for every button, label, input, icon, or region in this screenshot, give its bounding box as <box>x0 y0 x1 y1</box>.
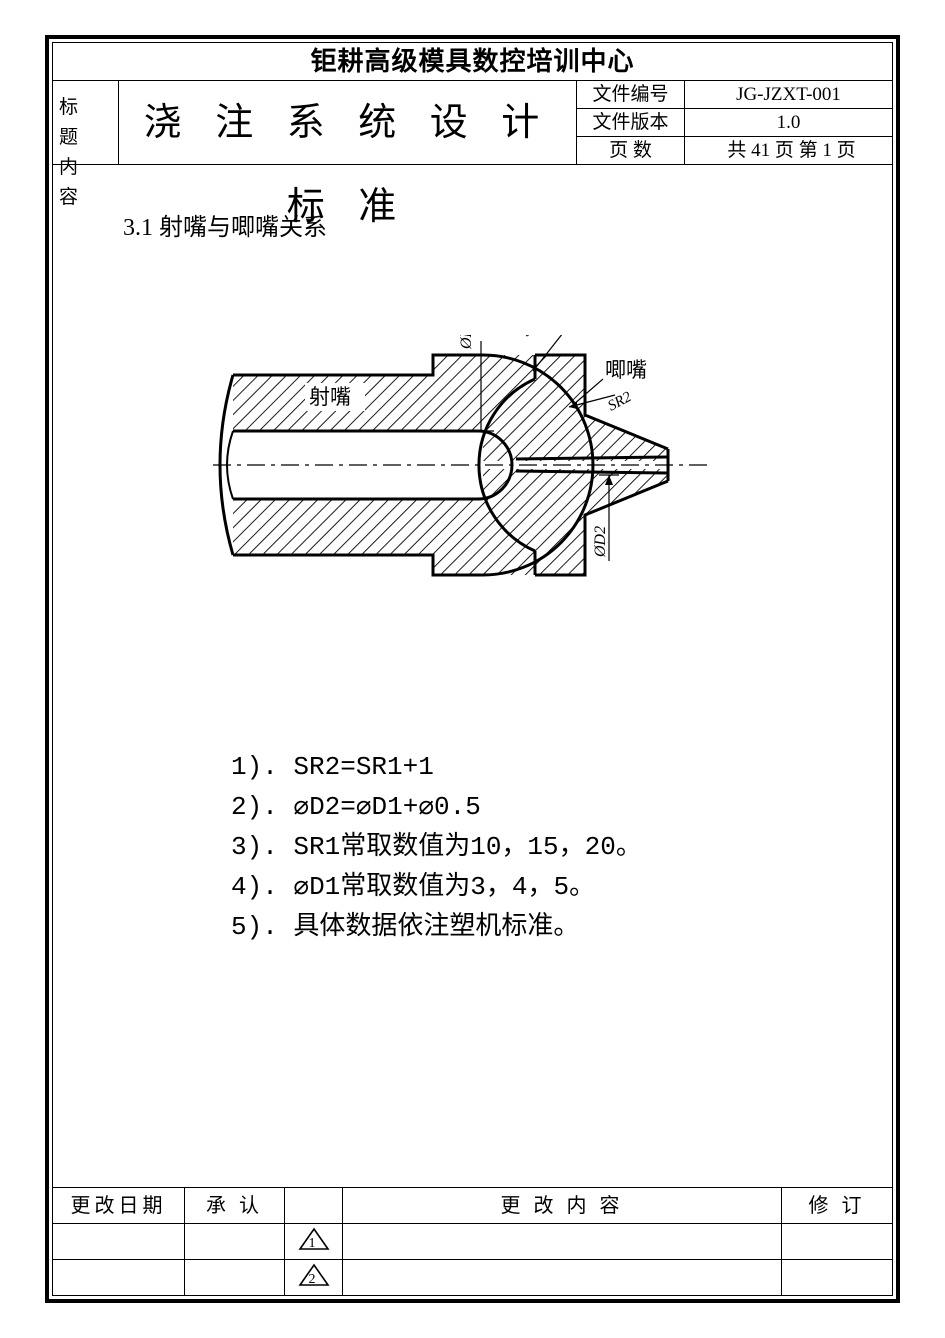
svg-text:2: 2 <box>308 1272 319 1287</box>
col-rev: 修 订 <box>782 1188 892 1223</box>
rev-date-cell <box>53 1224 185 1259</box>
title-block: 钜耕高级模具数控培训中心 标 题 内 容 浇 注 系 统 设 计 标 准 文件编… <box>53 43 892 165</box>
inner-border: 钜耕高级模具数控培训中心 标 题 内 容 浇 注 系 统 设 计 标 准 文件编… <box>52 42 893 1296</box>
revision-table: 更改日期 承 认 更 改 内 容 修 订 1 <box>53 1187 892 1295</box>
rev-content-cell <box>343 1260 782 1296</box>
rev-rev-cell <box>782 1224 892 1259</box>
pages-value: 共 41 页 第 1 页 <box>685 137 892 165</box>
organization-name: 钜耕高级模具数控培训中心 <box>53 43 892 81</box>
body-area: 3.1 射嘴与唧嘴关系 <box>53 165 892 1175</box>
meta-row-version: 文件版本 1.0 <box>577 109 892 137</box>
meta-block: 文件编号 JG-JZXT-001 文件版本 1.0 页 数 共 41 页 第 1… <box>577 81 892 165</box>
note-line: 2). ⌀D2=⌀D1+⌀0.5 <box>231 787 642 827</box>
rev-approve-cell <box>185 1260 285 1296</box>
rev-rev-cell <box>782 1260 892 1296</box>
meta-row-docno: 文件编号 JG-JZXT-001 <box>577 81 892 109</box>
dim-sr2: SR2 <box>605 389 634 415</box>
triangle-icon: 2 <box>297 1262 331 1288</box>
col-content: 更 改 内 容 <box>343 1188 782 1223</box>
version-label: 文件版本 <box>577 109 685 136</box>
rev-date-cell <box>53 1260 185 1296</box>
dim-d1: ØD1 <box>458 335 475 350</box>
docno-value: JG-JZXT-001 <box>685 81 892 108</box>
rev-approve-cell <box>185 1224 285 1259</box>
meta-row-pages: 页 数 共 41 页 第 1 页 <box>577 137 892 165</box>
note-line: 5). 具体数据依注塑机标准。 <box>231 907 642 947</box>
triangle-icon: 1 <box>297 1226 331 1252</box>
revision-row: 1 <box>53 1224 892 1260</box>
label-jizui: 唧嘴 <box>605 358 647 382</box>
title-label-cell: 标 题 内 容 <box>53 81 119 165</box>
rev-mark-cell: 2 <box>285 1260 343 1296</box>
version-value: 1.0 <box>685 109 892 136</box>
diagram-svg: 射嘴 唧嘴 ØD1 SR1 SR2 <box>213 335 713 595</box>
document-title: 浇 注 系 统 设 计 标 准 <box>119 81 577 165</box>
title-label-line1: 标 题 <box>59 97 86 148</box>
svg-text:1: 1 <box>308 1236 319 1251</box>
nozzle-diagram: 射嘴 唧嘴 ØD1 SR1 SR2 <box>213 335 713 595</box>
col-mark <box>285 1188 343 1223</box>
col-date: 更改日期 <box>53 1188 185 1223</box>
label-shezui: 射嘴 <box>309 385 351 409</box>
dim-sr1: SR1 <box>518 335 548 340</box>
rev-content-cell <box>343 1224 782 1259</box>
note-line: 4). ⌀D1常取数值为3，4，5。 <box>231 867 642 907</box>
rev-mark-cell: 1 <box>285 1224 343 1259</box>
revision-row: 2 <box>53 1260 892 1296</box>
section-heading: 3.1 射嘴与唧嘴关系 <box>123 207 327 242</box>
notes-block: 1). SR2=SR1+1 2). ⌀D2=⌀D1+⌀0.5 3). SR1常取… <box>231 747 642 947</box>
note-line: 3). SR1常取数值为10，15，20。 <box>231 827 642 867</box>
outer-border: 钜耕高级模具数控培训中心 标 题 内 容 浇 注 系 统 设 计 标 准 文件编… <box>45 35 900 1303</box>
note-line: 1). SR2=SR1+1 <box>231 747 642 787</box>
dim-d2: ØD2 <box>592 526 609 558</box>
docno-label: 文件编号 <box>577 81 685 108</box>
revision-header-row: 更改日期 承 认 更 改 内 容 修 订 <box>53 1188 892 1224</box>
col-approve: 承 认 <box>185 1188 285 1223</box>
pages-label: 页 数 <box>577 137 685 165</box>
